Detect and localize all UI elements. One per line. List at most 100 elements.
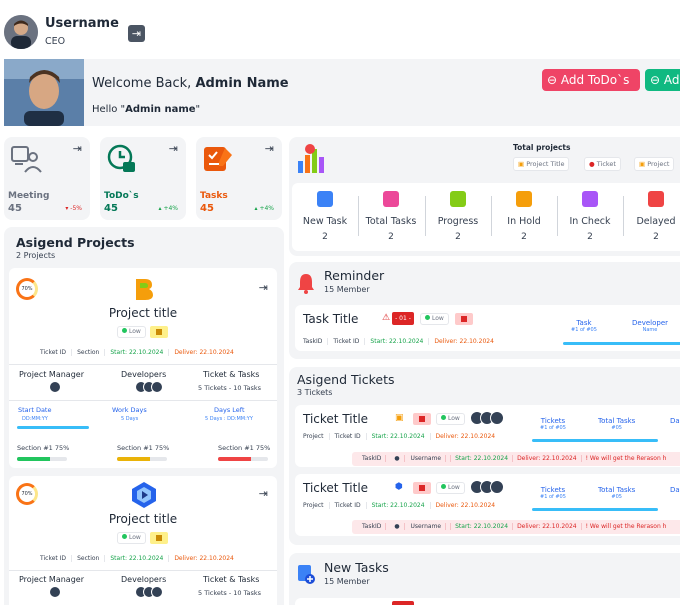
stat-value: 45 — [8, 203, 22, 214]
work-days-label: Work Days — [112, 406, 147, 414]
task-stats-strip — [292, 183, 680, 251]
stat-value: 2 — [587, 232, 593, 242]
flag-icon — [150, 532, 168, 544]
avatar[interactable] — [490, 411, 504, 425]
ticket-title: Ticket Title — [303, 412, 369, 426]
project-card[interactable]: 70% ⇥ Project title Low Ticket ID Section… — [9, 476, 277, 605]
add-todo-button[interactable]: ⊖ Add ToDo`s — [542, 69, 640, 91]
project-logo-icon: ▣ — [395, 413, 404, 423]
stat-value: 2 — [322, 232, 328, 242]
project-card[interactable]: 70% ⇥ Project title Low Ticket ID Section… — [9, 268, 277, 468]
flag-icon — [413, 482, 431, 494]
add-button[interactable]: ⊖ Ad — [645, 69, 680, 91]
stat-value: 45 — [200, 203, 214, 214]
project-chip[interactable]: ▣ Project — [634, 157, 675, 171]
avatar[interactable] — [49, 381, 61, 393]
flag-icon — [413, 413, 431, 425]
stat-value: 2 — [455, 232, 461, 242]
section-progress-bar — [117, 457, 167, 461]
stat-total-tasks[interactable]: Total Tasks 2 — [358, 191, 424, 242]
dev-header: Developers — [121, 370, 167, 379]
avatar[interactable] — [490, 480, 504, 494]
new-tasks-title: New Tasks — [324, 560, 389, 575]
reminder-sub: 15 Member — [324, 285, 370, 294]
stat-label: In Hold — [507, 216, 541, 227]
days-left-value: 5 Days : DD:MM:YY — [205, 416, 253, 422]
ticket-task-row[interactable]: TaskID ● Username Start: 22.10.2024 Deliver… — [352, 452, 680, 466]
avatar[interactable] — [49, 586, 61, 598]
start-date-label: Start Date — [18, 406, 52, 414]
bell-icon — [298, 274, 314, 294]
in-hold-icon — [516, 191, 532, 207]
tickets-title: Asigend Tickets — [297, 372, 395, 387]
new-task-icon — [317, 191, 333, 207]
project-logo-icon: ▣ — [518, 160, 527, 168]
tickets-label: Tickets #1 of #05 — [540, 486, 566, 500]
stat-name: Tasks — [200, 191, 228, 201]
username: Username — [45, 16, 119, 31]
project-title: Project title — [108, 512, 178, 526]
stat-delayed[interactable]: Delayed 2 — [623, 191, 680, 242]
in-check-icon — [582, 191, 598, 207]
stat-label: New Task — [302, 216, 348, 227]
total-tasks-icon — [383, 191, 399, 207]
project-title: Project title — [108, 306, 178, 320]
total-tasks-label: Total Tasks #05 — [598, 417, 636, 431]
new-tasks-panel — [289, 553, 680, 605]
flag-icon — [150, 326, 168, 338]
stat-value: 2 — [521, 232, 527, 242]
total-tasks-label: Total Tasks #05 — [598, 486, 636, 500]
open-icon[interactable]: ⇥ — [258, 281, 268, 294]
section-progress-label: Section #1 75% — [117, 444, 170, 452]
avatar[interactable] — [151, 586, 163, 598]
task-meta: TaskID Ticket ID Start: 22.10.2024 Deliver:… — [298, 338, 499, 345]
ticket-title: Ticket Title — [303, 481, 369, 495]
dev-header: Developers — [121, 575, 167, 584]
stat-card-tasks[interactable]: ⇥ Tasks 45 ▴ +4% — [196, 137, 282, 220]
todo-clock-icon — [107, 144, 135, 172]
progress-icon — [450, 191, 466, 207]
admin-photo-icon — [4, 59, 84, 126]
new-task-card[interactable] — [295, 598, 680, 605]
tt-header: Ticket & Tasks — [203, 575, 260, 584]
logout-icon[interactable]: ⇥ — [72, 142, 82, 155]
logout-icon[interactable]: ⇥ — [128, 25, 145, 42]
user-avatar-icon: ● — [390, 523, 405, 530]
stat-progress[interactable]: Progress 2 — [425, 191, 491, 242]
stat-new-task[interactable]: New Task 2 — [292, 191, 358, 242]
priority-badge: Low — [117, 532, 146, 544]
section-title: Asigend Projects — [16, 235, 135, 250]
stat-label: Total Tasks — [365, 216, 417, 227]
priority-badge: Low — [436, 413, 465, 425]
logout-icon[interactable]: ⇥ — [168, 142, 178, 155]
user-avatar-icon: ● — [390, 455, 405, 462]
stat-in-hold[interactable]: In Hold 2 — [491, 191, 557, 242]
ticket-chip[interactable]: ● Ticket — [584, 157, 621, 171]
tickets-tasks-value: 5 Tickets - 10 Tasks — [198, 589, 262, 597]
project-logo-icon: ▣ — [639, 160, 648, 168]
stat-value: 2 — [388, 232, 394, 242]
total-projects-label: Total projects — [513, 143, 571, 152]
ticket-task-row[interactable]: TaskID ● Username Start: 22.10.2024 Deliver… — [352, 520, 680, 534]
stat-card-todos[interactable]: ⇥ ToDo`s 45 ▴ +4% — [100, 137, 186, 220]
section-progress-bar — [218, 457, 268, 461]
new-tasks-sub: 15 Member — [324, 577, 370, 586]
open-icon[interactable]: ⇥ — [258, 487, 268, 500]
tickets-tasks-value: 5 Tickets - 10 Tasks — [198, 384, 262, 392]
avatar[interactable] — [151, 381, 163, 393]
stat-in-check[interactable]: In Check 2 — [557, 191, 623, 242]
avatar[interactable] — [4, 15, 38, 49]
stat-card-meeting[interactable]: ⇥ Meeting 45 ▾ -5% — [4, 137, 90, 220]
count-badge — [392, 601, 414, 605]
new-task-icon — [298, 565, 315, 584]
logout-icon[interactable]: ⇥ — [264, 142, 274, 155]
ticket-meta: Project Ticket ID Start: 22.10.2024 Deliver… — [298, 502, 500, 509]
stat-change: ▴ +4% — [254, 205, 274, 212]
task-progress-bar — [563, 342, 680, 345]
priority-badge: Low — [436, 482, 465, 494]
tickets-label: Tickets #1 of #05 — [540, 417, 566, 431]
project-chip[interactable]: ▣ Project Title — [513, 157, 570, 171]
days-label: Da — [670, 417, 680, 425]
chart-person-icon — [298, 144, 324, 173]
stat-label: Delayed — [636, 216, 676, 227]
